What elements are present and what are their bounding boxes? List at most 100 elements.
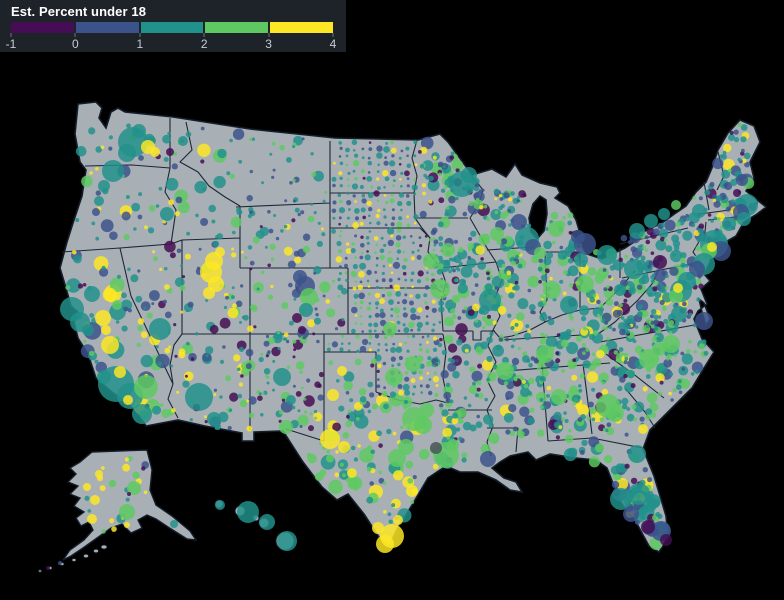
- county-dot: [109, 518, 115, 524]
- county-dot: [656, 336, 661, 341]
- county-dot: [435, 384, 439, 387]
- county-dot: [295, 361, 305, 370]
- county-dot: [571, 328, 575, 332]
- county-dot: [143, 306, 147, 310]
- county-dot: [685, 213, 690, 219]
- county-dot: [198, 247, 202, 251]
- county-dot: [510, 325, 515, 331]
- county-dot: [77, 283, 84, 289]
- county-dot: [488, 432, 500, 444]
- county-dot: [376, 199, 380, 203]
- county-dot: [82, 324, 94, 336]
- county-dot: [503, 192, 510, 199]
- county-dot: [165, 177, 179, 191]
- county-dot: [366, 269, 372, 276]
- county-dot: [543, 240, 552, 250]
- legend-tick-label: -1: [5, 37, 17, 51]
- county-dot: [353, 293, 359, 299]
- county-dot: [477, 261, 487, 270]
- county-dot: [389, 391, 397, 398]
- county-dot: [127, 492, 131, 496]
- county-dot: [170, 520, 178, 528]
- county-dot: [406, 163, 412, 169]
- county-dot: [376, 170, 380, 174]
- county-dot: [174, 211, 180, 217]
- county-dot: [682, 230, 693, 241]
- county-dot: [529, 407, 535, 413]
- county-dot: [391, 216, 396, 220]
- county-dot: [225, 375, 232, 382]
- county-dot: [420, 146, 428, 154]
- county-dot: [427, 179, 440, 191]
- county-dot: [400, 425, 404, 430]
- county-dot: [338, 216, 342, 220]
- county-dot: [327, 342, 331, 346]
- county-dot: [615, 463, 625, 472]
- county-dot: [438, 241, 444, 247]
- county-dot: [476, 387, 481, 392]
- county-dot: [665, 356, 670, 361]
- county-dot: [623, 360, 628, 365]
- county-dot: [425, 340, 429, 344]
- county-dot: [368, 230, 372, 233]
- county-dot: [58, 561, 62, 565]
- county-dot: [157, 361, 162, 367]
- county-dot: [278, 410, 284, 415]
- county-dot: [211, 219, 216, 224]
- county-dot: [396, 320, 401, 325]
- county-dot: [360, 235, 364, 239]
- county-dot: [435, 356, 438, 360]
- county-dot: [299, 425, 303, 428]
- county-dot: [402, 405, 407, 410]
- county-dot: [494, 286, 499, 291]
- county-dot: [655, 373, 665, 383]
- county-dot: [95, 310, 111, 326]
- county-dot: [236, 367, 241, 372]
- county-dot: [589, 407, 597, 415]
- county-dot: [359, 262, 367, 270]
- county-dot: [341, 288, 348, 295]
- county-dot: [185, 131, 192, 138]
- county-dot: [383, 215, 387, 219]
- county-dot: [638, 311, 642, 316]
- county-dot: [240, 284, 244, 288]
- county-dot: [484, 397, 489, 402]
- county-dot: [407, 477, 414, 484]
- county-dot: [588, 401, 594, 408]
- county-dot: [376, 145, 383, 152]
- county-dot: [368, 329, 372, 333]
- county-dot: [553, 411, 562, 420]
- county-dot: [599, 417, 605, 422]
- county-dot: [432, 347, 438, 352]
- county-dot: [337, 284, 344, 291]
- county-dot: [313, 412, 323, 422]
- county-dot: [449, 155, 455, 160]
- county-dot: [642, 386, 648, 392]
- county-dot: [339, 347, 344, 352]
- county-dot: [390, 147, 397, 154]
- county-dot: [332, 183, 336, 188]
- county-dot: [455, 323, 468, 336]
- county-dot: [346, 216, 350, 220]
- county-dot: [692, 204, 706, 218]
- county-dot: [352, 263, 358, 270]
- county-dot: [664, 286, 669, 290]
- county-dot: [346, 200, 352, 206]
- county-dot: [460, 265, 473, 278]
- county-dot: [116, 274, 122, 279]
- county-dot: [451, 314, 457, 320]
- county-dot: [432, 155, 437, 160]
- county-dot: [613, 301, 619, 307]
- county-dot: [379, 254, 385, 261]
- county-dot: [733, 137, 740, 143]
- county-dot: [359, 300, 364, 305]
- county-dot: [712, 198, 717, 203]
- county-dot: [583, 326, 587, 331]
- county-dot: [483, 414, 494, 425]
- county-dot: [134, 375, 158, 399]
- county-dot: [202, 187, 207, 192]
- county-dot: [481, 188, 485, 192]
- county-dot: [623, 506, 639, 522]
- county-dot: [461, 309, 466, 314]
